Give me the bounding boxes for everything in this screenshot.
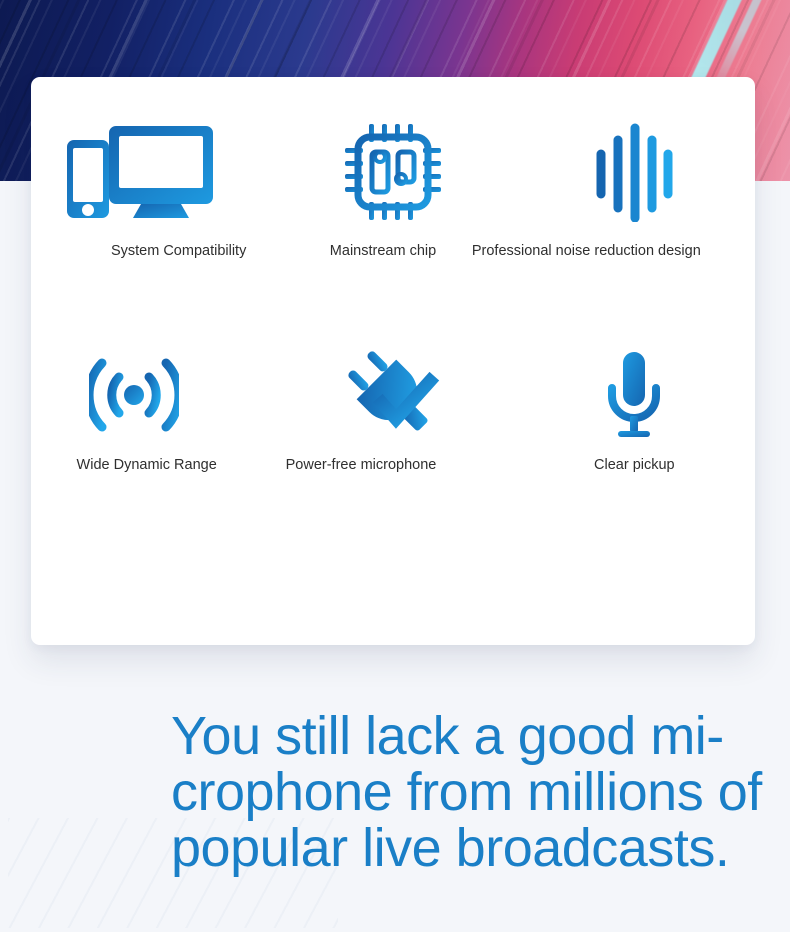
feature-item-noise-reduction[interactable]: Professional noise reduction design — [472, 107, 755, 325]
soundwave-icon — [594, 117, 674, 227]
headline-line-2: crophone from millions of — [171, 762, 762, 822]
feature-item-system-compatibility[interactable]: System Compatibility — [31, 107, 272, 325]
feature-card: System Compatibility — [31, 77, 755, 645]
feature-label: Mainstream chip — [329, 243, 437, 259]
feature-item-mainstream-chip[interactable]: Mainstream chip — [272, 107, 513, 325]
signal-waves-icon — [88, 347, 179, 443]
feature-label: Clear pickup — [594, 457, 675, 473]
microchip-icon — [344, 117, 441, 227]
feature-item-clear-pickup[interactable]: Clear pickup — [514, 325, 755, 543]
feature-label: Wide Dynamic Range — [76, 457, 217, 473]
feature-item-wide-dynamic-range[interactable]: Wide Dynamic Range — [31, 325, 272, 543]
page-headline: You still lack a good mi- crophone from … — [171, 708, 790, 876]
microphone-icon — [604, 347, 664, 443]
power-plug-icon — [342, 347, 442, 443]
headline-line-3: popular live broadcasts. — [171, 818, 730, 878]
devices-icon — [65, 117, 215, 227]
feature-label: Professional noise reduction design — [471, 243, 701, 259]
feature-label: Power-free microphone — [285, 457, 437, 473]
feature-label: System Compatibility — [110, 243, 247, 259]
headline-line-1: You still lack a good mi- — [171, 706, 724, 766]
feature-grid: System Compatibility — [31, 107, 755, 543]
feature-item-power-free-microphone[interactable]: Power-free microphone — [272, 325, 513, 543]
